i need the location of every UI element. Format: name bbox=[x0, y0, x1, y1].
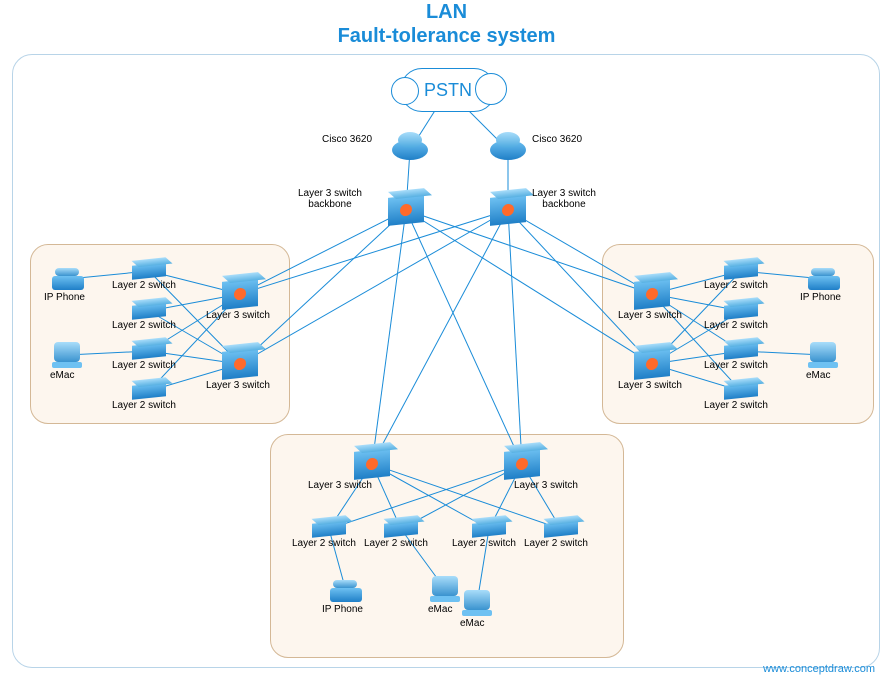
l3switch-icon bbox=[634, 278, 670, 310]
node-l3R1 bbox=[634, 280, 670, 308]
l2switch-icon bbox=[132, 382, 166, 400]
node-l3L1 bbox=[222, 280, 258, 308]
l2switch-icon bbox=[544, 520, 578, 538]
label-emB2: eMac bbox=[460, 618, 484, 629]
l2switch-icon bbox=[132, 262, 166, 280]
emac-icon bbox=[430, 576, 460, 602]
cloud-pstn: PSTN bbox=[400, 68, 496, 112]
emac-icon bbox=[52, 342, 82, 368]
l3switch-icon bbox=[222, 278, 258, 310]
label-l2L3: Layer 2 switch bbox=[112, 360, 176, 371]
label-l2R1: Layer 2 switch bbox=[704, 280, 768, 291]
label-l2B1: Layer 2 switch bbox=[292, 538, 356, 549]
node-l3B2 bbox=[504, 450, 540, 478]
title-line1: LAN bbox=[0, 0, 893, 24]
node-l2B1 bbox=[312, 522, 346, 536]
label-emR: eMac bbox=[806, 370, 830, 381]
label-emB1: eMac bbox=[428, 604, 452, 615]
l2switch-icon bbox=[724, 262, 758, 280]
l2switch-icon bbox=[132, 342, 166, 360]
label-phR: IP Phone bbox=[800, 292, 841, 303]
node-l2L4 bbox=[132, 384, 166, 398]
diagram-title: LAN Fault-tolerance system bbox=[0, 0, 893, 48]
node-l3L2 bbox=[222, 350, 258, 378]
node-phR bbox=[808, 268, 840, 290]
label-bb1: Layer 3 switchbackbone bbox=[298, 188, 362, 210]
node-l2R3 bbox=[724, 344, 758, 358]
node-l3R2 bbox=[634, 350, 670, 378]
label-r1: Cisco 3620 bbox=[322, 134, 372, 145]
router-icon bbox=[392, 140, 428, 160]
label-l2R3: Layer 2 switch bbox=[704, 360, 768, 371]
label-l2B2: Layer 2 switch bbox=[364, 538, 428, 549]
label-r2: Cisco 3620 bbox=[532, 134, 582, 145]
node-emB2 bbox=[462, 590, 492, 616]
node-emB1 bbox=[430, 576, 460, 602]
phone-icon bbox=[52, 268, 84, 290]
label-l3L2: Layer 3 switch bbox=[206, 380, 270, 391]
l3switch-icon bbox=[634, 348, 670, 380]
phone-icon bbox=[330, 580, 362, 602]
node-l3B1 bbox=[354, 450, 390, 478]
l3switch-icon bbox=[504, 448, 540, 480]
l3switch-icon bbox=[222, 348, 258, 380]
label-l3R1: Layer 3 switch bbox=[618, 310, 682, 321]
label-phL: IP Phone bbox=[44, 292, 85, 303]
node-l2L2 bbox=[132, 304, 166, 318]
l3switch-icon bbox=[388, 194, 424, 226]
emac-icon bbox=[462, 590, 492, 616]
node-r2 bbox=[490, 140, 526, 160]
node-l2R1 bbox=[724, 264, 758, 278]
node-emL bbox=[52, 342, 82, 368]
label-emL: eMac bbox=[50, 370, 74, 381]
label-l2B3: Layer 2 switch bbox=[452, 538, 516, 549]
label-phB: IP Phone bbox=[322, 604, 363, 615]
l2switch-icon bbox=[132, 302, 166, 320]
label-l2R2: Layer 2 switch bbox=[704, 320, 768, 331]
label-l2L2: Layer 2 switch bbox=[112, 320, 176, 331]
router-icon bbox=[490, 140, 526, 160]
label-l3B1: Layer 3 switch bbox=[308, 480, 372, 491]
node-l2L1 bbox=[132, 264, 166, 278]
node-l2R4 bbox=[724, 384, 758, 398]
footer-link[interactable]: www.conceptdraw.com bbox=[763, 663, 875, 675]
label-l3R2: Layer 3 switch bbox=[618, 380, 682, 391]
node-emR bbox=[808, 342, 838, 368]
l3switch-icon bbox=[490, 194, 526, 226]
emac-icon bbox=[808, 342, 838, 368]
node-l2B2 bbox=[384, 522, 418, 536]
l2switch-icon bbox=[384, 520, 418, 538]
label-l2L1: Layer 2 switch bbox=[112, 280, 176, 291]
node-bb1 bbox=[388, 196, 424, 224]
node-phB bbox=[330, 580, 362, 602]
node-phL bbox=[52, 268, 84, 290]
phone-icon bbox=[808, 268, 840, 290]
title-line2: Fault-tolerance system bbox=[0, 24, 893, 48]
node-r1 bbox=[392, 140, 428, 160]
node-l2R2 bbox=[724, 304, 758, 318]
l2switch-icon bbox=[472, 520, 506, 538]
label-l2R4: Layer 2 switch bbox=[704, 400, 768, 411]
node-bb2 bbox=[490, 196, 526, 224]
label-l3B2: Layer 3 switch bbox=[514, 480, 578, 491]
node-l2L3 bbox=[132, 344, 166, 358]
label-l2B4: Layer 2 switch bbox=[524, 538, 588, 549]
l2switch-icon bbox=[724, 342, 758, 360]
l2switch-icon bbox=[724, 382, 758, 400]
label-bb2: Layer 3 switchbackbone bbox=[532, 188, 596, 210]
node-l2B3 bbox=[472, 522, 506, 536]
l2switch-icon bbox=[724, 302, 758, 320]
node-l2B4 bbox=[544, 522, 578, 536]
label-l2L4: Layer 2 switch bbox=[112, 400, 176, 411]
label-l3L1: Layer 3 switch bbox=[206, 310, 270, 321]
l3switch-icon bbox=[354, 448, 390, 480]
l2switch-icon bbox=[312, 520, 346, 538]
